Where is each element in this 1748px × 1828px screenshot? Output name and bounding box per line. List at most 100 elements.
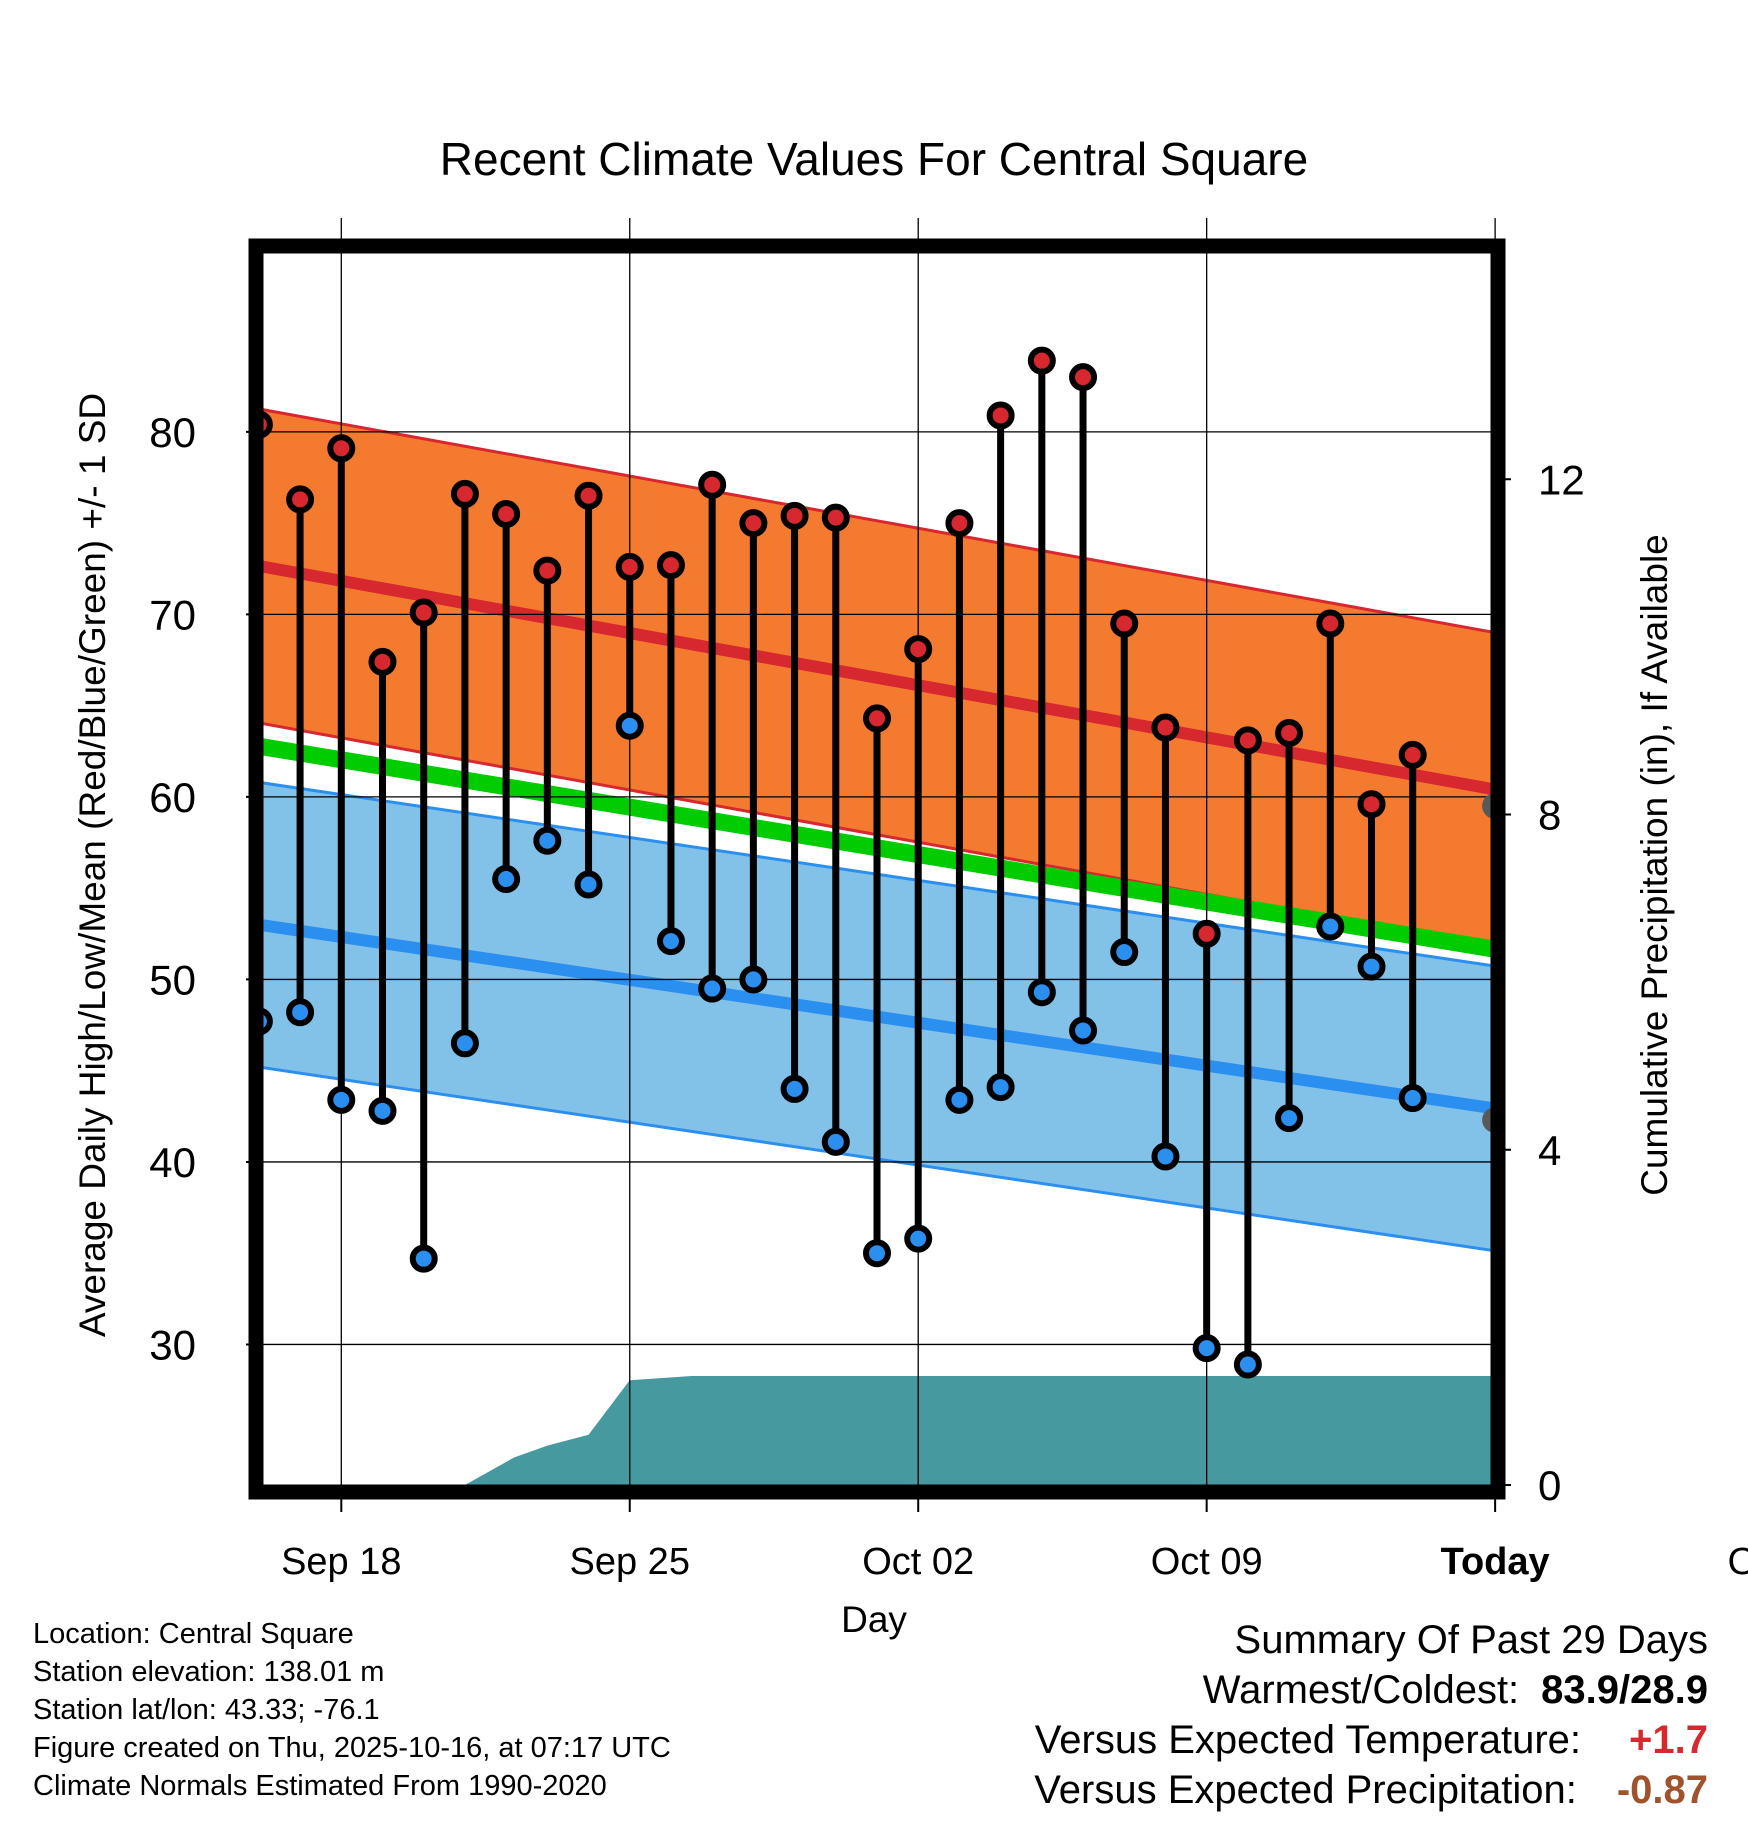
high-point [945, 509, 974, 538]
high-point [327, 434, 356, 463]
high-point [1192, 919, 1221, 948]
high-point [615, 552, 644, 581]
high-point [1069, 363, 1098, 392]
low-point [821, 1127, 850, 1156]
y2-axis-label: Cumulative Precipitation (in), If Availa… [1634, 534, 1675, 1196]
low-point [492, 865, 521, 894]
x-tick-label: Oct 09 [1151, 1541, 1263, 1583]
precip-anomaly-value: -0.87 [1616, 1768, 1708, 1812]
high-point [286, 485, 315, 514]
high-point [574, 481, 603, 510]
plot-frame [248, 238, 1506, 1500]
low-point [615, 711, 644, 740]
low-point [904, 1224, 933, 1253]
low-point [533, 826, 562, 855]
low-point [1151, 1142, 1180, 1171]
low-point [1398, 1084, 1427, 1113]
low-point [945, 1085, 974, 1114]
high-point [739, 509, 768, 538]
normals-line: Climate Normals Estimated From 1990-2020 [33, 1770, 607, 1802]
y2-tick-label: 0 [1538, 1462, 1561, 1509]
temp-anomaly-value: +1.7 [1629, 1718, 1708, 1762]
normal-high-line [263, 560, 1491, 795]
y-axis-label: Average Daily High/Low/Mean (Red/Blue/Gr… [72, 393, 113, 1337]
sd-label-title: 1 SD: [1512, 668, 1596, 705]
low-point [1233, 1350, 1262, 1379]
chart-title: Recent Climate Values For Central Square [440, 133, 1308, 185]
high-point [904, 635, 933, 664]
high-point [368, 647, 397, 676]
x-tick-label: Oct 02 [862, 1541, 974, 1583]
summary-warm-cold: Warmest/Coldest: 83.9/28.9 [1034, 1665, 1708, 1715]
summary-panel: Summary Of Past 29 Days Warmest/Coldest:… [1034, 1615, 1708, 1815]
x-tick-label: Oct 23 [1728, 1541, 1748, 1583]
today-normal-low-marker [1482, 1107, 1491, 1133]
low-point [1357, 952, 1386, 981]
y-tick-label: 50 [149, 956, 196, 1003]
low-point [1110, 938, 1139, 967]
high-point [1316, 609, 1345, 638]
high-point [780, 501, 809, 530]
y2-tick-label: 4 [1538, 1127, 1561, 1174]
y-tick-label: 80 [149, 409, 196, 456]
summary-temp: Versus Expected Temperature: +1.7 [1034, 1715, 1708, 1765]
high-point [1357, 790, 1386, 819]
high-point [1398, 740, 1427, 769]
station-info: Location: Central Square Station elevati… [33, 1615, 671, 1805]
y2-tick-label: 8 [1538, 792, 1561, 839]
high-point [986, 401, 1015, 430]
low-point [986, 1073, 1015, 1102]
sd-label-title: 1 SD: [1512, 978, 1596, 1015]
low-point [863, 1239, 891, 1268]
high-point [492, 500, 521, 529]
y-tick-label: 70 [149, 591, 196, 638]
low-point [1192, 1334, 1221, 1363]
low-point [656, 927, 685, 956]
low-point [1316, 912, 1345, 941]
high-point [1275, 719, 1304, 748]
low-point [263, 1008, 273, 1035]
sd-label-value: ±7.8°F [1512, 1019, 1609, 1056]
y-tick-label: 60 [149, 774, 196, 821]
avg-label-title: Avg: [1512, 1084, 1584, 1121]
precip-area [263, 1376, 1491, 1485]
warm-cold-label: Warmest/Coldest: [1202, 1668, 1520, 1712]
temp-anomaly-label: Versus Expected Temperature: [1034, 1718, 1582, 1762]
high-point [533, 556, 562, 585]
elevation-line: Station elevation: 138.01 m [33, 1656, 385, 1688]
high-point [698, 470, 727, 499]
high-point [863, 704, 891, 733]
low-point [368, 1096, 397, 1125]
sd-label-value: ±8.6°F [1512, 709, 1609, 746]
location-line: Location: Central Square [33, 1618, 354, 1650]
low-point [450, 1029, 479, 1058]
low-point [1027, 978, 1056, 1007]
x-tick-label: Today [1441, 1541, 1550, 1583]
x-tick-label: Sep 18 [281, 1541, 401, 1583]
high-point [1233, 726, 1262, 755]
high-point [450, 479, 479, 508]
high-point [1110, 609, 1139, 638]
low-point [327, 1085, 356, 1114]
high-point [263, 411, 273, 438]
summary-title: Summary Of Past 29 Days [1234, 1618, 1708, 1662]
high-point [1027, 346, 1056, 375]
low-point [409, 1244, 438, 1273]
low-point [698, 974, 727, 1003]
high-point [821, 503, 850, 532]
latlon-line: Station lat/lon: 43.33; -76.1 [33, 1694, 380, 1726]
created-line: Figure created on Thu, 2025-10-16, at 07… [33, 1732, 671, 1764]
low-point [739, 965, 768, 994]
y2-tick-label: 12 [1538, 456, 1585, 503]
x-axis-label: Day [841, 1599, 907, 1640]
y-tick-label: 30 [149, 1321, 196, 1368]
y-tick-label: 40 [149, 1139, 196, 1186]
today-normal-high-marker [1482, 793, 1491, 819]
low-point [1069, 1016, 1098, 1045]
summary-precip: Versus Expected Precipitation: -0.87 [1034, 1765, 1708, 1815]
days-count-label: 15 [1506, 1381, 1545, 1420]
low-point [286, 998, 315, 1027]
high-point [656, 551, 685, 580]
high-point [409, 598, 438, 627]
